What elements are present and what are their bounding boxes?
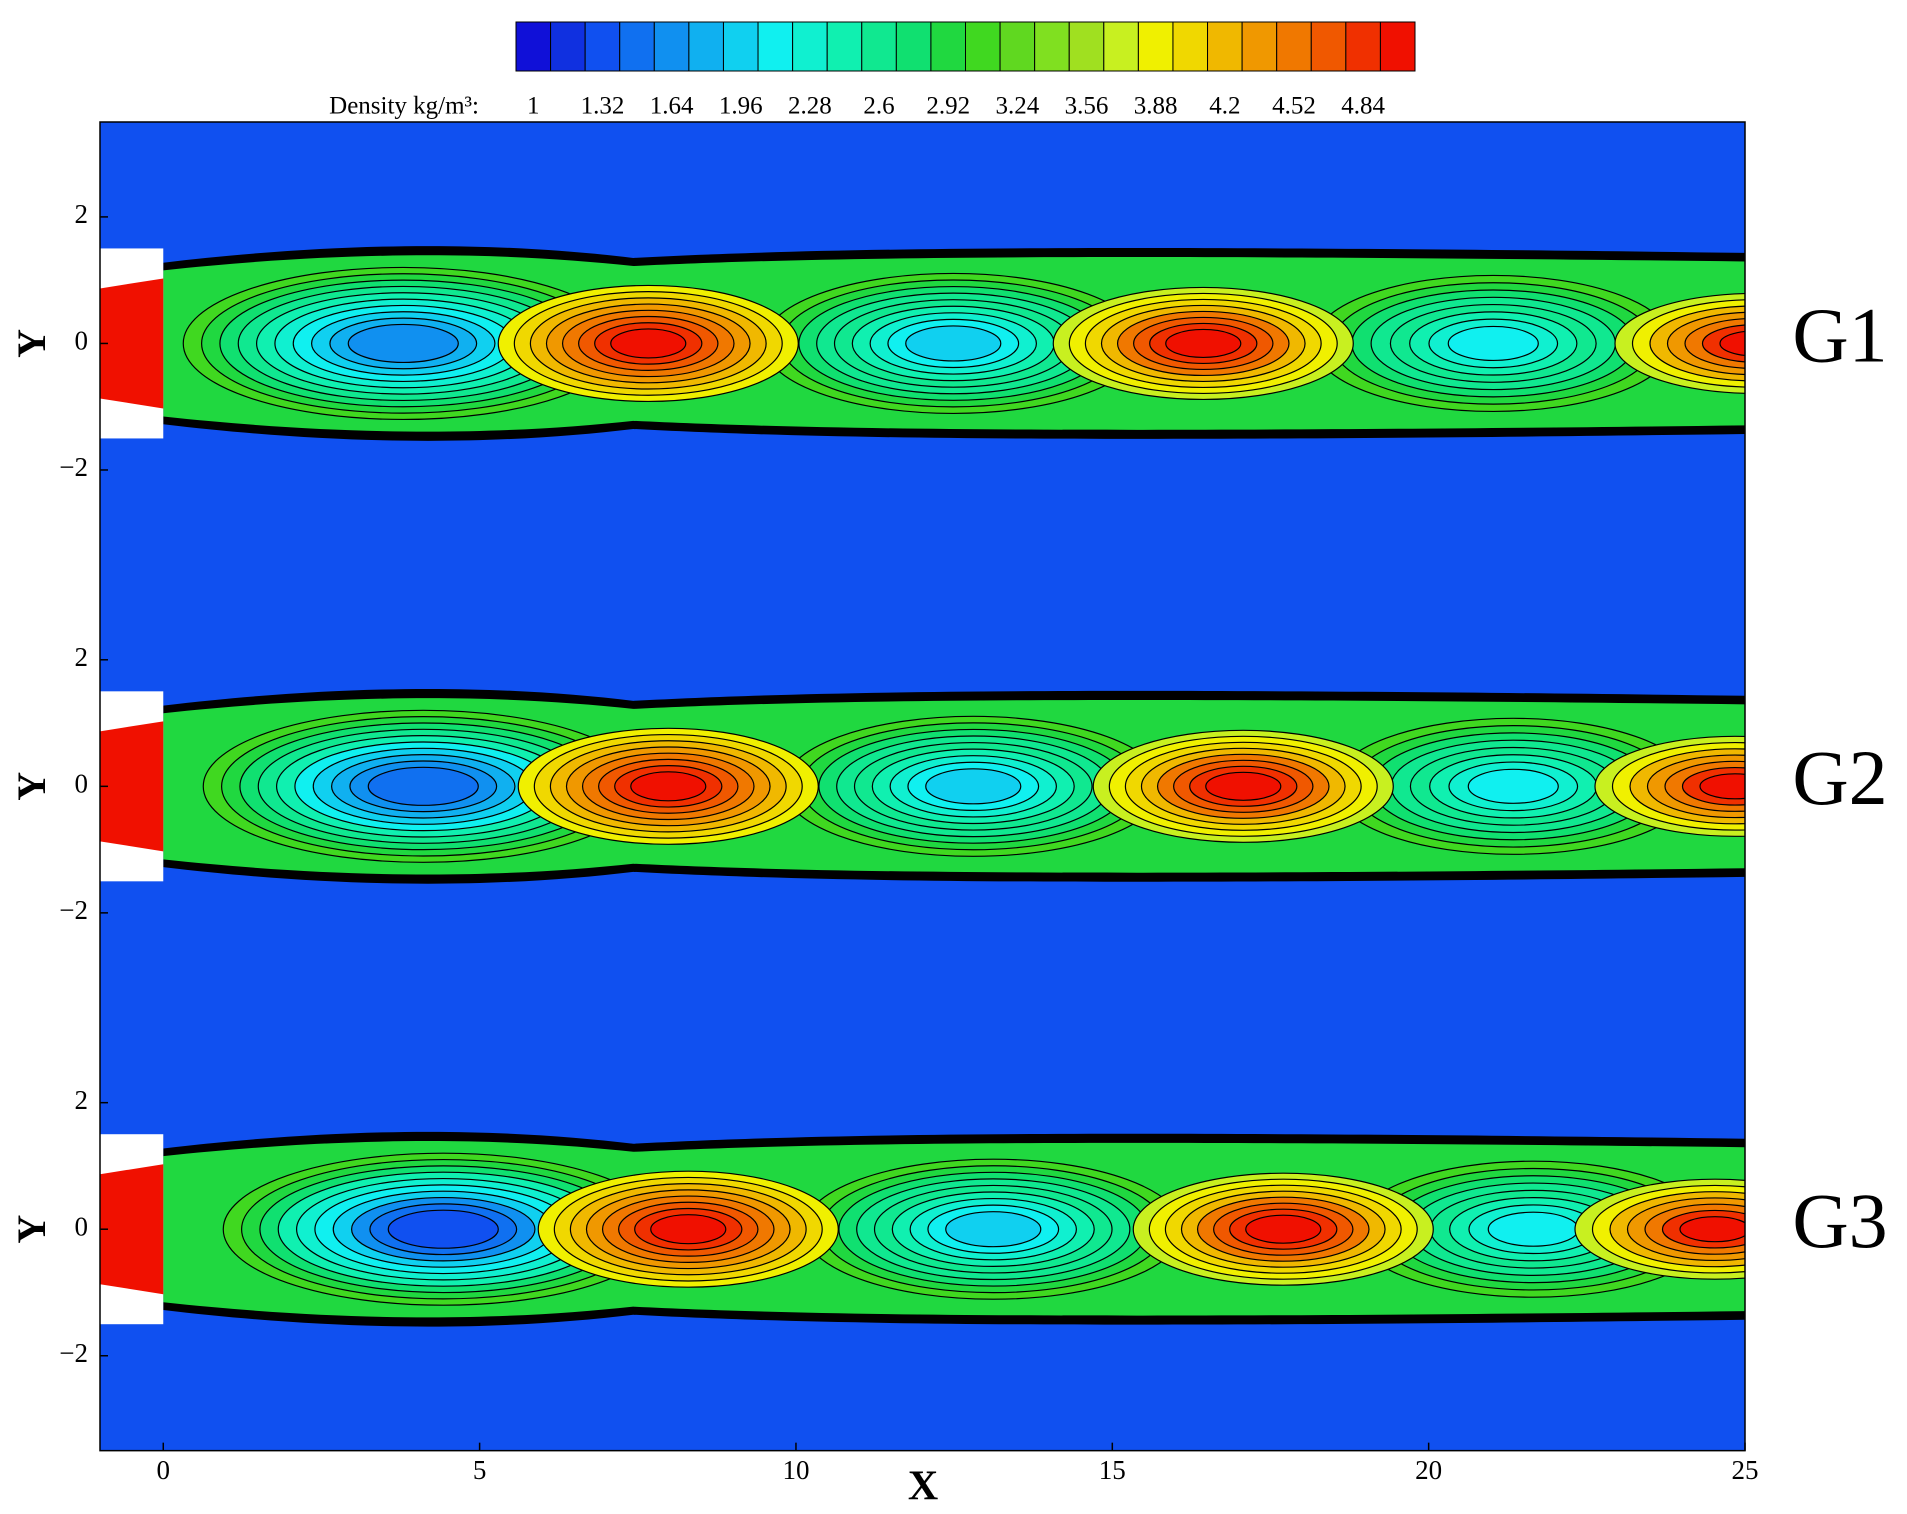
contour-level bbox=[1205, 771, 1282, 801]
contour-level bbox=[630, 771, 707, 802]
colorbar-box bbox=[550, 21, 586, 72]
x-tick-label: 5 bbox=[473, 1455, 487, 1485]
x-tick-label: 20 bbox=[1415, 1455, 1442, 1485]
contour-level bbox=[367, 766, 479, 806]
x-axis-label: X bbox=[908, 1464, 938, 1510]
colorbar-box bbox=[895, 21, 932, 72]
colorbar-tick-label: 4.2 bbox=[1209, 93, 1240, 120]
colorbar-box bbox=[1068, 21, 1105, 72]
panel-label: G1 bbox=[1792, 291, 1887, 378]
colorbar-tick-label: 2.28 bbox=[788, 93, 832, 120]
x-tick-label: 25 bbox=[1732, 1455, 1759, 1485]
plot-area bbox=[100, 122, 1745, 1451]
colorbar-box bbox=[1172, 21, 1209, 72]
colorbar-box bbox=[965, 21, 1001, 72]
y-tick-label: 0 bbox=[75, 326, 89, 356]
colorbar-box bbox=[653, 21, 690, 72]
x-tick-label: 0 bbox=[157, 1455, 171, 1485]
plot-frame bbox=[99, 121, 1746, 1452]
colorbar-box bbox=[1034, 21, 1070, 72]
nozzle-core bbox=[100, 1164, 164, 1295]
panel-label: G3 bbox=[1792, 1177, 1887, 1264]
y-tick-label: 2 bbox=[75, 199, 89, 229]
contour-level bbox=[945, 1211, 1042, 1248]
y-tick-label: 2 bbox=[75, 1085, 89, 1115]
colorbar-box bbox=[688, 21, 724, 72]
y-tick-label: 0 bbox=[75, 769, 89, 799]
colorbar-box bbox=[1276, 21, 1312, 72]
colorbar-box bbox=[1345, 21, 1381, 72]
colorbar-box bbox=[619, 21, 655, 72]
contour-level bbox=[925, 768, 1022, 805]
panel-label: G2 bbox=[1792, 734, 1887, 821]
colorbar-box bbox=[861, 21, 897, 72]
colorbar-tick-label: 3.88 bbox=[1134, 93, 1178, 120]
colorbar-tick-label: 1.96 bbox=[719, 93, 763, 120]
colorbar-tick-label: 2.6 bbox=[863, 93, 894, 120]
colorbar-tick-label: 1.64 bbox=[650, 93, 694, 120]
colorbar-tick-label: 1.32 bbox=[581, 93, 625, 120]
x-tick-label: 10 bbox=[782, 1455, 809, 1485]
colorbar-tick-label: 3.24 bbox=[995, 93, 1039, 120]
colorbar-box bbox=[722, 21, 759, 72]
x-tick-label: 15 bbox=[1099, 1455, 1126, 1485]
y-tick-label: −2 bbox=[59, 895, 88, 925]
colorbar-tick-label: 2.92 bbox=[926, 93, 970, 120]
contour-level bbox=[1447, 325, 1539, 362]
y-tick-label: −2 bbox=[59, 1338, 88, 1368]
colorbar-box bbox=[1137, 21, 1174, 72]
colorbar-box bbox=[1207, 21, 1243, 72]
colorbar-box bbox=[999, 21, 1036, 72]
colorbar-box bbox=[515, 21, 552, 72]
contour-level bbox=[1165, 328, 1242, 359]
colorbar-box bbox=[930, 21, 967, 72]
colorbar-tick-label: 4.52 bbox=[1272, 93, 1316, 120]
colorbar-title: Density kg/m³: bbox=[329, 93, 479, 120]
contour-level bbox=[387, 1209, 499, 1249]
contour-level bbox=[650, 1214, 727, 1245]
colorbar-box bbox=[584, 21, 621, 72]
contour-level bbox=[347, 323, 459, 364]
colorbar-box bbox=[1241, 21, 1278, 72]
y-tick-label: 2 bbox=[75, 642, 89, 672]
colorbar-tick-label: 3.56 bbox=[1065, 93, 1109, 120]
contour-level bbox=[610, 328, 687, 359]
contour-level bbox=[1679, 1216, 1745, 1243]
colorbar-tick-label: 4.84 bbox=[1341, 93, 1385, 120]
colorbar-box bbox=[826, 21, 863, 72]
colorbar-box bbox=[792, 21, 828, 72]
nozzle-core bbox=[100, 278, 164, 409]
colorbar-box bbox=[1310, 21, 1347, 72]
y-tick-label: −2 bbox=[59, 452, 88, 482]
nozzle-core bbox=[100, 721, 164, 852]
contour-level bbox=[1719, 330, 1745, 357]
contour-level bbox=[1699, 773, 1745, 800]
contour-level bbox=[1245, 1214, 1322, 1244]
colorbar-box bbox=[757, 21, 794, 72]
y-tick-label: 0 bbox=[75, 1211, 89, 1241]
y-axis-label: Y bbox=[9, 772, 54, 801]
contour-level bbox=[905, 325, 1002, 362]
y-axis-label: Y bbox=[9, 1215, 54, 1244]
y-axis-label: Y bbox=[9, 329, 54, 358]
contour-level bbox=[1487, 1211, 1579, 1247]
colorbar-box bbox=[1379, 21, 1416, 72]
colorbar-box bbox=[1103, 21, 1139, 72]
colorbar-tick-label: 1 bbox=[527, 93, 540, 120]
contour-level bbox=[1467, 768, 1559, 804]
